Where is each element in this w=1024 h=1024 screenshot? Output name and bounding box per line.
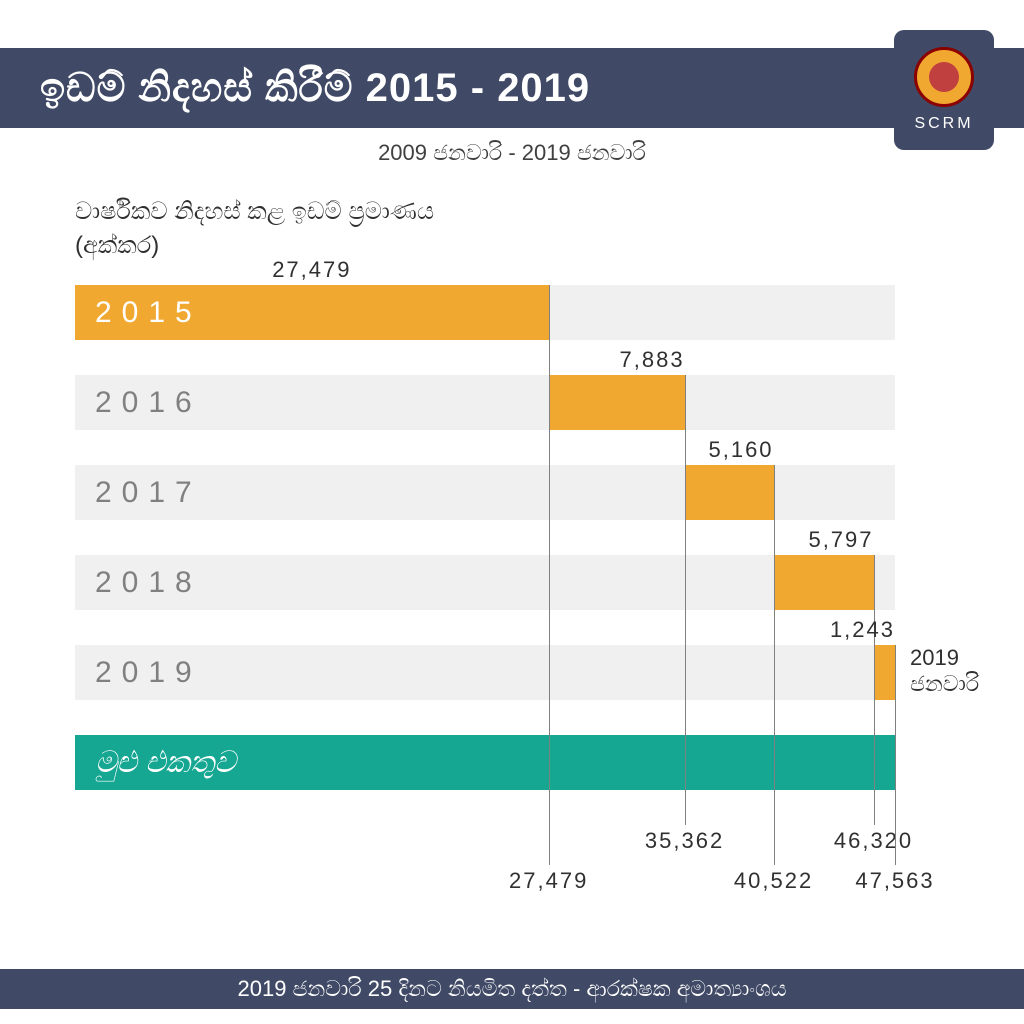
- subtitle-line2: (අක්කර): [75, 229, 434, 263]
- year-label: 2018: [95, 555, 202, 610]
- side-note-line1: 2019: [910, 645, 979, 671]
- cumulative-label: 47,563: [855, 868, 934, 894]
- footer-bar: 2019 ජනවාරි 25 දිනට නියමිත දත්ත - ආරක්ෂක…: [0, 969, 1024, 1009]
- bar-value: 1,243: [830, 617, 895, 643]
- guide-line: [685, 375, 686, 825]
- cumulative-label: 27,479: [509, 868, 588, 894]
- waterfall-chart: 201527,47920167,88320175,16020185,797201…: [75, 285, 895, 790]
- bar-segment: [874, 645, 895, 700]
- bar-value: 5,797: [808, 527, 873, 553]
- year-label: 2016: [95, 375, 202, 430]
- bar-segment: [685, 465, 774, 520]
- cumulative-label: 46,320: [834, 828, 913, 854]
- side-note: 2019ජනවාරි: [910, 645, 979, 698]
- guide-line: [549, 285, 550, 865]
- bar-value: 5,160: [708, 437, 773, 463]
- cumulative-label: 35,362: [645, 828, 724, 854]
- page-title: ඉඩම් නිදහස් කිරීම් 2015 - 2019: [40, 66, 590, 111]
- subtitle-line1: වාර්ෂිකව නිදහස් කළ ඉඩම් ප්‍රමාණය: [75, 195, 434, 229]
- header-bar: ඉඩම් නිදහස් කිරීම් 2015 - 2019: [0, 48, 1024, 128]
- crest-icon: [914, 47, 974, 107]
- chart-row: 20167,883: [75, 375, 895, 430]
- logo-badge: SCRM: [894, 30, 994, 150]
- cumulative-label: 40,522: [734, 868, 813, 894]
- side-note-line2: ජනවාරි: [910, 671, 979, 697]
- chart-row: 201527,479: [75, 285, 895, 340]
- bar-value: 27,479: [272, 257, 351, 283]
- bar-segment: [774, 555, 874, 610]
- date-range: 2009 ජනවාරි - 2019 ජනවාරි: [0, 140, 1024, 166]
- year-label: 2017: [95, 465, 202, 520]
- guide-line: [774, 465, 775, 865]
- year-label: 2019: [95, 645, 202, 700]
- bar-value: 7,883: [620, 347, 685, 373]
- total-bar: මුළු එකතුව: [75, 735, 895, 790]
- footer-text: 2019 ජනවාරි 25 දිනට නියමිත දත්ත - ආරක්ෂක…: [237, 976, 786, 1002]
- chart-row: 20175,160: [75, 465, 895, 520]
- guide-line: [895, 645, 896, 865]
- chart-row: 20191,243: [75, 645, 895, 700]
- year-label: 2015: [95, 285, 202, 340]
- logo-label: SCRM: [914, 115, 973, 133]
- guide-line: [874, 555, 875, 825]
- bar-segment: [549, 375, 685, 430]
- chart-row: 20185,797: [75, 555, 895, 610]
- chart-subtitle: වාර්ෂිකව නිදහස් කළ ඉඩම් ප්‍රමාණය (අක්කර): [75, 195, 434, 262]
